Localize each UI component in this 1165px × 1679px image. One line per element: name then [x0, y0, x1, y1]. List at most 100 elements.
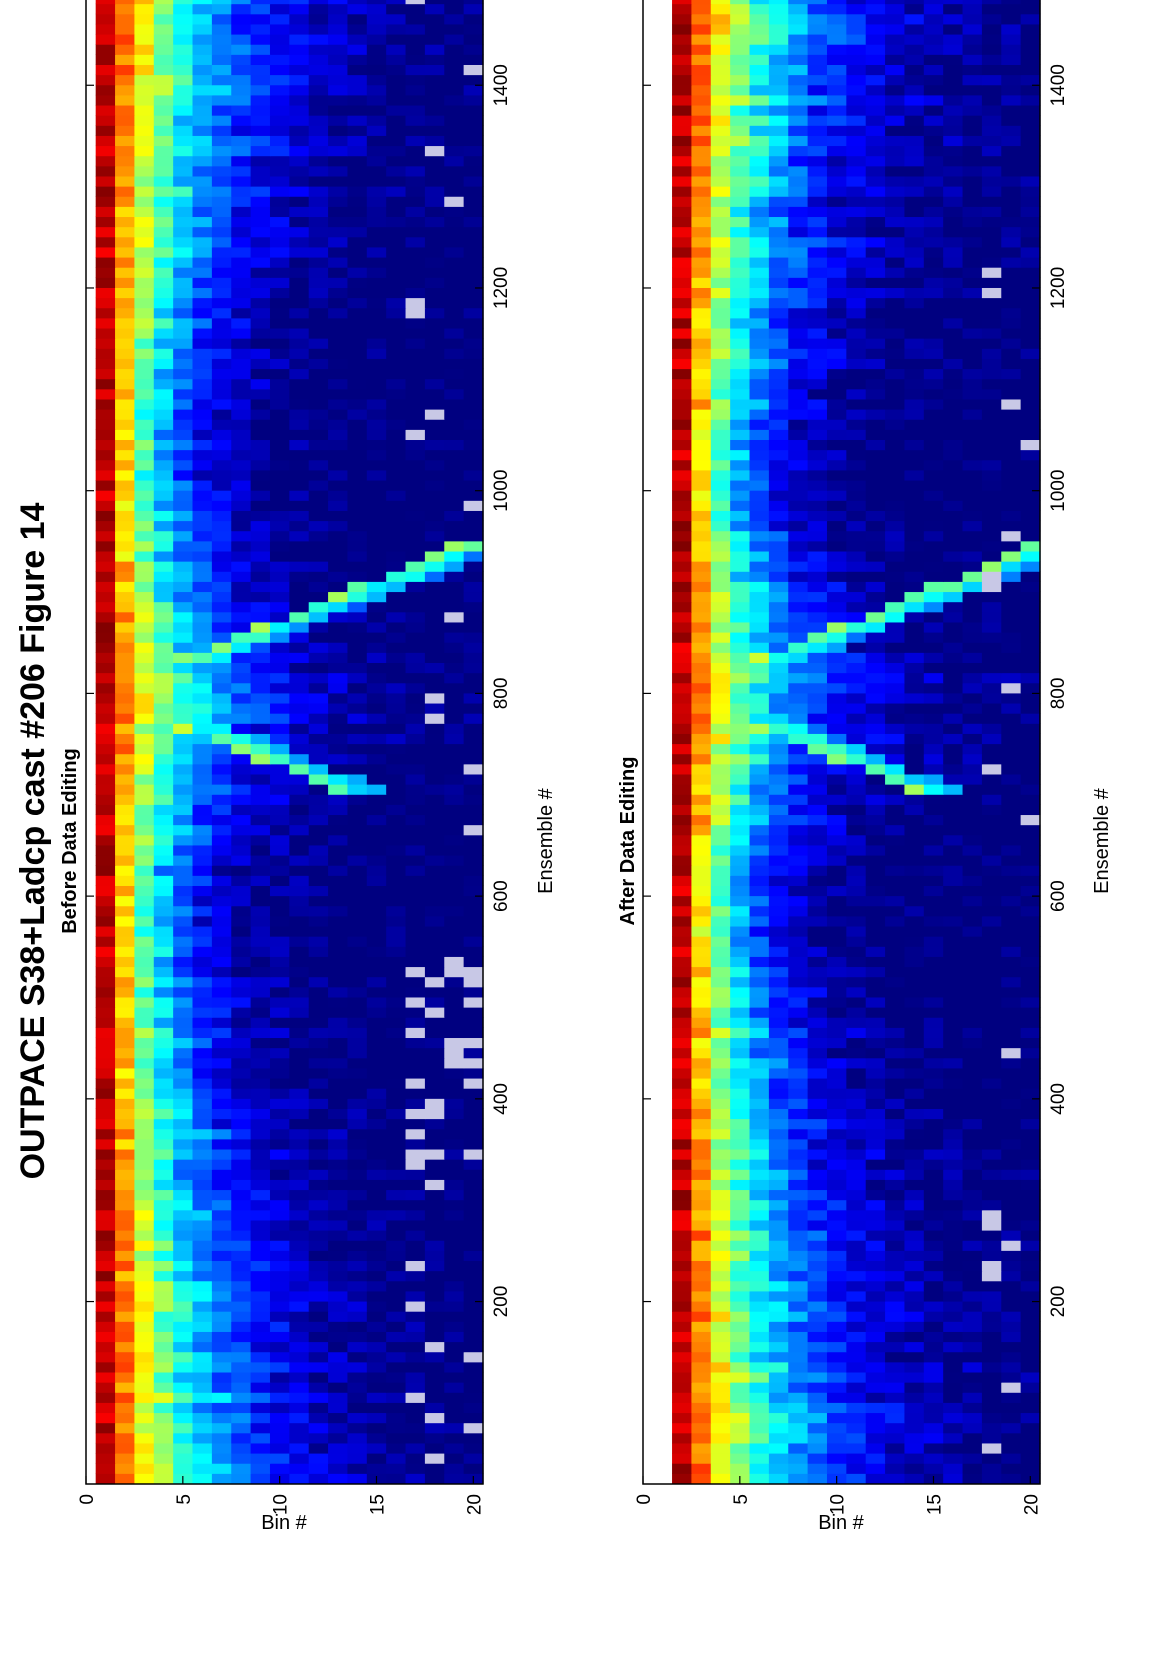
heatmap-cell: [962, 946, 983, 957]
heatmap-cell: [904, 1128, 925, 1140]
heatmap-cell: [885, 1148, 906, 1160]
heatmap-cell: [269, 642, 290, 653]
heatmap-cell: [386, 1077, 407, 1089]
heatmap-cell: [424, 1250, 445, 1262]
heatmap-cell: [904, 844, 925, 856]
heatmap-cell: [768, 1169, 789, 1180]
heatmap-cell: [962, 1159, 983, 1170]
heatmap-cell: [405, 540, 426, 552]
heatmap-cell: [95, 773, 116, 785]
heatmap-cell: [153, 1240, 174, 1251]
heatmap-cell: [153, 956, 174, 968]
heatmap-cell: [173, 368, 194, 380]
heatmap-cell: [405, 1452, 426, 1464]
heatmap-cell: [134, 287, 155, 299]
heatmap-cell: [846, 784, 867, 795]
heatmap-cell: [347, 1402, 368, 1414]
heatmap-cell: [134, 135, 155, 147]
heatmap-cell: [904, 672, 925, 684]
heatmap-cell: [328, 621, 349, 633]
heatmap-cell: [173, 216, 194, 228]
heatmap-cell: [691, 1007, 712, 1018]
heatmap-cell: [269, 338, 290, 349]
heatmap-cell: [347, 1148, 368, 1160]
heatmap-cell: [173, 338, 194, 349]
heatmap-cell: [211, 956, 232, 968]
heatmap-cell: [424, 1290, 445, 1302]
heatmap-cell: [153, 520, 174, 532]
heatmap-cell: [308, 1270, 329, 1282]
heatmap-cell: [386, 0, 407, 5]
heatmap-cell: [923, 804, 944, 816]
heatmap-cell: [1020, 1432, 1041, 1444]
heatmap-cell: [211, 1098, 232, 1109]
heatmap-cell: [885, 743, 906, 755]
heatmap-cell: [289, 1017, 310, 1028]
heatmap-cell: [444, 631, 465, 643]
heatmap-cell: [289, 601, 310, 613]
heatmap-cell: [885, 1169, 906, 1180]
heatmap-cell: [211, 1371, 232, 1383]
heatmap-cell: [444, 1219, 465, 1231]
heatmap-cell: [730, 621, 751, 633]
heatmap-cell: [672, 672, 693, 684]
heatmap-cell: [788, 834, 809, 846]
heatmap-cell: [672, 1341, 693, 1353]
heatmap-cell: [807, 1452, 828, 1464]
heatmap-cell: [366, 986, 387, 998]
heatmap-cell: [192, 186, 213, 197]
heatmap-cell: [885, 1027, 906, 1039]
heatmap-cell: [424, 1341, 445, 1353]
heatmap-cell: [115, 1432, 136, 1444]
heatmap-cell: [463, 1128, 484, 1140]
heatmap-cell: [173, 236, 194, 248]
heatmap-cell: [308, 1432, 329, 1444]
heatmap-cell: [347, 946, 368, 957]
heatmap-cell: [366, 469, 387, 481]
heatmap-cell: [444, 338, 465, 349]
heatmap-cell: [424, 865, 445, 876]
heatmap-cell: [231, 277, 252, 288]
heatmap-cell: [846, 1047, 867, 1059]
heatmap-cell: [386, 1280, 407, 1292]
heatmap-cell: [134, 1392, 155, 1403]
heatmap-cell: [691, 875, 712, 886]
heatmap-cell: [405, 145, 426, 157]
heatmap-cell: [328, 702, 349, 714]
heatmap-cell: [289, 165, 310, 177]
heatmap-cell: [95, 956, 116, 968]
heatmap-cell: [405, 976, 426, 988]
heatmap-cell: [173, 854, 194, 866]
heatmap-cell: [768, 1128, 789, 1140]
heatmap-cell: [444, 520, 465, 532]
heatmap-cell: [943, 723, 964, 734]
heatmap-cell: [672, 1402, 693, 1414]
heatmap-cell: [250, 601, 271, 613]
heatmap-cell: [211, 469, 232, 481]
heatmap-cell: [943, 1382, 964, 1393]
heatmap-cell: [115, 13, 136, 25]
heatmap-cell: [981, 1473, 1002, 1484]
heatmap-cell: [981, 1179, 1002, 1191]
heatmap-cell: [981, 1159, 1002, 1170]
heatmap-cell: [749, 1452, 770, 1464]
heatmap-cell: [328, 135, 349, 147]
heatmap-cell: [153, 1371, 174, 1383]
heatmap-cell: [347, 256, 368, 268]
heatmap-cell: [134, 702, 155, 714]
heatmap-cell: [424, 702, 445, 714]
heatmap-cell: [943, 1148, 964, 1160]
heatmap-cell: [730, 1422, 751, 1434]
heatmap-cell: [211, 1229, 232, 1241]
heatmap-cell: [269, 1037, 290, 1049]
heatmap-cell: [250, 246, 271, 258]
heatmap-cell: [444, 895, 465, 907]
heatmap-cell: [231, 510, 252, 522]
heatmap-cell: [289, 1371, 310, 1383]
heatmap-cell: [95, 885, 116, 897]
heatmap-cell: [463, 1250, 484, 1262]
heatmap-cell: [347, 804, 368, 816]
heatmap-cell: [424, 1108, 445, 1120]
heatmap-cell: [730, 692, 751, 704]
heatmap-cell: [289, 550, 310, 562]
